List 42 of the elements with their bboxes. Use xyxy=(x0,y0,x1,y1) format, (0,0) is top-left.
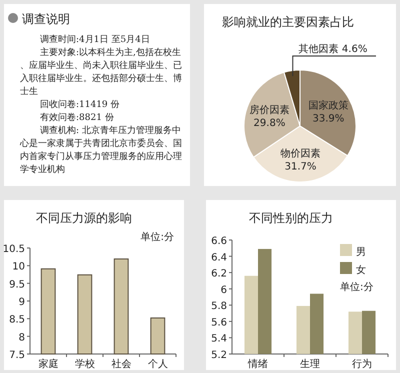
x-tick-label: 情绪 xyxy=(247,358,268,370)
y-tick-label: 7.5 xyxy=(9,350,25,361)
data-label: 29.8% xyxy=(254,118,286,129)
x-tick-label: 行为 xyxy=(352,358,372,370)
y-tick-label: 5.4 xyxy=(211,334,227,345)
y-tick-label: 6 xyxy=(220,284,227,296)
y-tick-label: 6.4 xyxy=(211,252,227,264)
y-tick-label: 9 xyxy=(18,297,25,308)
text: 有效问卷:8821 份 xyxy=(40,112,114,123)
legend-label: 男 xyxy=(356,247,366,258)
text: 回收问卷:11419 份 xyxy=(40,99,120,110)
slice-label: 其他因素 4.6% xyxy=(298,43,368,55)
y-tick-label: 5.8 xyxy=(211,301,227,312)
x-tick-label: 家庭 xyxy=(38,358,58,370)
legend-label: 女 xyxy=(356,264,366,276)
y-tick-label: 5.6 xyxy=(211,317,227,328)
slice-label: 房价因素 xyxy=(249,104,290,116)
y-tick-label: 10.5 xyxy=(2,244,25,255)
x-tick-label: 社会 xyxy=(111,358,132,370)
x-tick-label: 学校 xyxy=(74,358,95,370)
annotation: 单位:分 xyxy=(340,281,374,293)
text: 调查时间:4月1日 至5月4日 xyxy=(40,34,150,45)
y-tick-label: 9.5 xyxy=(9,279,25,290)
slice-label: 物价因素 xyxy=(280,147,321,160)
y-tick-label: 5.2 xyxy=(211,350,227,361)
y-tick-label: 8 xyxy=(18,332,25,344)
text: 调查机构: 北京青年压力管理服务中心是一家隶属于共青团北京市委员会、国内首家专门从事压力管理服务的应用心理学专业机构 xyxy=(19,125,182,175)
chart-title: 不同性别的压力 xyxy=(249,211,333,225)
text: 主要对象:以本科生为主,包括在校生、应届毕业生、尚未入职往届毕业生、已入职往届毕业生。还包括部分硕士生、博士生 xyxy=(20,47,182,97)
text: 单位:分 xyxy=(140,231,174,243)
slice-label: 国家政策 xyxy=(308,99,348,112)
text: 调查说明 xyxy=(22,12,70,26)
y-tick-label: 6.6 xyxy=(211,236,227,247)
y-tick-label: 6.2 xyxy=(211,268,227,280)
y-tick-label: 8.5 xyxy=(9,314,25,326)
y-tick-label: 10 xyxy=(12,262,25,273)
chart-title: 影响就业的主要因素占比 xyxy=(222,15,354,29)
x-tick-label: 生理 xyxy=(300,358,320,370)
data-label: 31.7% xyxy=(284,161,316,172)
x-tick-label: 个人 xyxy=(148,358,168,370)
data-label: 33.9% xyxy=(312,113,344,124)
chart-title: 不同压力源的影响 xyxy=(36,211,132,225)
